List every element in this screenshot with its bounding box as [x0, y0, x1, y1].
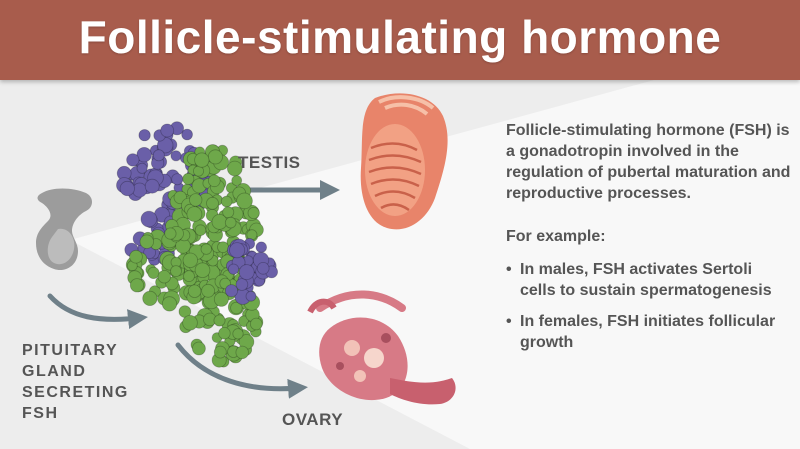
example-heading: For example:: [506, 228, 606, 245]
title-banner: Follicle-stimulating hormone: [0, 0, 800, 80]
protein-atom: [182, 172, 195, 185]
protein-atom: [182, 315, 198, 331]
info-text-block: Follicle-stimulating hormone (FSH) is a …: [506, 120, 791, 363]
fsh-protein-structure: [116, 121, 279, 368]
protein-atom: [139, 234, 155, 249]
protein-atom: [164, 227, 177, 240]
protein-atom: [256, 262, 270, 275]
protein-atom: [207, 149, 223, 165]
protein-atom: [144, 178, 160, 194]
protein-atom: [238, 264, 255, 281]
protein-atom: [161, 296, 178, 312]
pituitary-label-line: GLAND: [22, 363, 87, 380]
protein-atom: [201, 283, 215, 298]
protein-atom: [194, 224, 207, 236]
protein-atom: [138, 129, 151, 142]
list-item: • In females, FSH initiates follicular gr…: [506, 311, 791, 353]
protein-atom: [194, 152, 210, 168]
protein-atom: [227, 160, 243, 177]
protein-atom: [129, 249, 143, 264]
protein-atom: [231, 175, 243, 186]
protein-atom: [142, 290, 158, 306]
bullet-icon: •: [506, 313, 512, 330]
protein-atom: [213, 291, 229, 307]
protein-atom: [157, 269, 172, 284]
pituitary-label: PITUITARY GLAND SECRETING FSH: [22, 340, 162, 424]
protein-atom: [152, 149, 165, 162]
protein-atom: [229, 242, 246, 259]
pituitary-gland-icon: [36, 188, 92, 271]
protein-atom: [136, 162, 148, 174]
protein-atom: [194, 262, 211, 279]
page-title: Follicle-stimulating hormone: [78, 11, 722, 63]
testis-label: TESTIS: [238, 153, 301, 172]
list-item-text: In females, FSH initiates follicular gro…: [520, 313, 776, 351]
protein-atom: [255, 241, 268, 253]
protein-atom: [227, 263, 240, 275]
protein-atom: [170, 265, 182, 278]
protein-atom: [245, 290, 257, 302]
pituitary-label-line: SECRETING: [22, 384, 129, 401]
ovary-illustration: [307, 290, 456, 405]
protein-atom: [218, 326, 231, 340]
protein-atom: [147, 266, 160, 279]
protein-atom: [224, 216, 237, 229]
bullet-icon: •: [506, 261, 512, 278]
list-item-text: In males, FSH activates Sertoli cells to…: [520, 261, 772, 299]
protein-atom: [213, 314, 226, 327]
protein-atom: [211, 214, 228, 230]
description-paragraph: Follicle-stimulating hormone (FSH) is a …: [506, 122, 791, 202]
protein-atom: [250, 317, 263, 331]
protein-atom: [182, 252, 199, 269]
protein-atom: [217, 241, 229, 254]
protein-atom: [160, 123, 175, 138]
protein-atom: [232, 328, 244, 340]
protein-atom: [126, 153, 140, 167]
protein-atom: [171, 173, 184, 186]
protein-atom: [183, 270, 195, 283]
protein-atom: [247, 206, 260, 220]
protein-atom: [236, 192, 253, 210]
protein-atom: [186, 206, 203, 222]
protein-atom: [235, 345, 249, 360]
example-list: • In males, FSH activates Sertoli cells t…: [506, 259, 791, 353]
protein-atom: [157, 137, 174, 154]
protein-atom: [230, 301, 243, 315]
protein-atom: [200, 243, 213, 255]
protein-atom: [206, 196, 219, 210]
protein-atom: [170, 150, 182, 162]
protein-atom: [208, 174, 221, 188]
pituitary-label-line: FSH: [22, 405, 59, 422]
ovary-label: OVARY: [282, 410, 344, 429]
protein-atom: [181, 128, 193, 141]
protein-atom: [187, 284, 202, 298]
protein-atom: [213, 345, 227, 359]
protein-atom: [129, 278, 145, 293]
protein-atom: [188, 193, 203, 207]
protein-atom: [192, 341, 206, 356]
protein-atom: [140, 210, 158, 228]
protein-atom: [220, 195, 233, 208]
pituitary-label-line: PITUITARY: [22, 342, 119, 359]
protein-atom: [235, 278, 249, 291]
protein-atom: [225, 284, 239, 298]
protein-atom: [119, 180, 135, 197]
testis-illustration: [360, 93, 448, 230]
list-item: • In males, FSH activates Sertoli cells t…: [506, 259, 791, 301]
protein-atom: [136, 147, 152, 163]
